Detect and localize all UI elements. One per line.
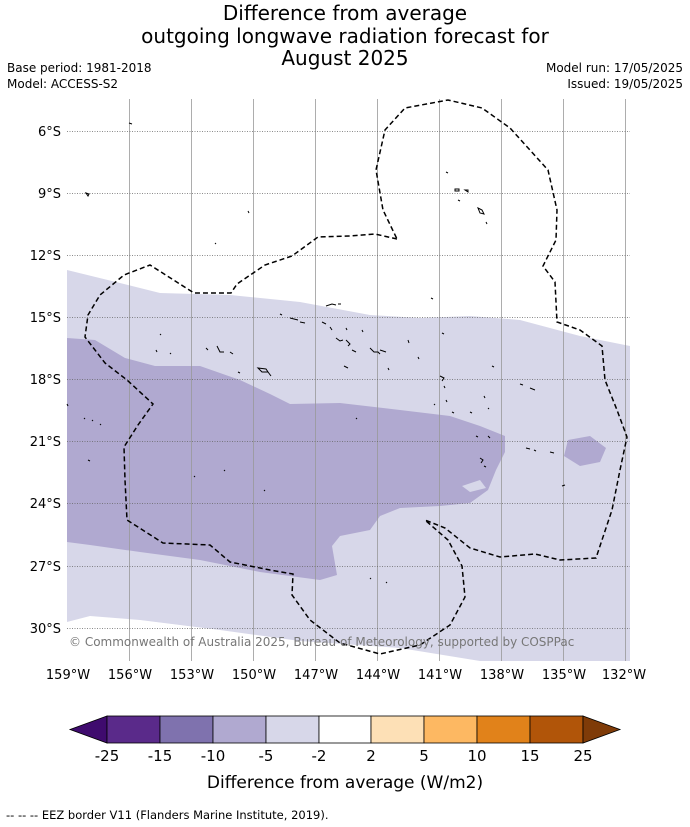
island bbox=[155, 333, 172, 355]
island bbox=[355, 417, 388, 584]
eez-border-main bbox=[84, 99, 628, 655]
colorbar-segment bbox=[159, 715, 214, 744]
colorbar-segment bbox=[476, 715, 531, 744]
island bbox=[214, 242, 217, 245]
colorbar-tick: -5 bbox=[259, 747, 274, 765]
anomaly-notch bbox=[462, 480, 486, 492]
island bbox=[433, 395, 490, 414]
lon-label: 132°W bbox=[602, 668, 646, 683]
island bbox=[83, 417, 102, 426]
colorbar-extend-low bbox=[68, 715, 108, 744]
islands bbox=[66, 122, 566, 584]
island bbox=[325, 303, 341, 307]
island bbox=[463, 189, 469, 193]
lon-label: 159°W bbox=[46, 668, 90, 683]
meta-left: Base period: 1981-2018 Model: ACCESS-S2 bbox=[7, 60, 152, 92]
model-run: Model run: 17/05/2025 bbox=[545, 61, 683, 75]
lat-label: 30°S bbox=[30, 622, 61, 637]
lat-label: 24°S bbox=[30, 497, 61, 512]
lat-label: 27°S bbox=[30, 560, 61, 575]
island bbox=[561, 484, 566, 487]
island bbox=[477, 206, 485, 215]
colorbar-label: Difference from average (W/m2) bbox=[207, 773, 483, 793]
title-line-3: August 2025 bbox=[281, 46, 409, 70]
colorbar-segment bbox=[423, 715, 478, 744]
island bbox=[351, 329, 364, 353]
island bbox=[369, 347, 387, 355]
island bbox=[237, 365, 390, 374]
island bbox=[479, 457, 487, 468]
island bbox=[525, 447, 555, 454]
lat-label: 15°S bbox=[30, 311, 61, 326]
lon-labels: 159°W 156°W 153°W 150°W 147°W 144°W 141°… bbox=[46, 668, 646, 683]
colorbar-tick: -10 bbox=[201, 747, 226, 765]
island bbox=[485, 221, 488, 225]
title-line-1: Difference from average bbox=[222, 1, 468, 25]
colorbar-extend-high bbox=[582, 715, 622, 744]
island bbox=[430, 297, 434, 300]
lat-label: 6°S bbox=[38, 125, 61, 140]
island bbox=[439, 375, 446, 389]
colorbar bbox=[68, 715, 622, 744]
colorbar-tick: 5 bbox=[419, 747, 429, 765]
colorbar-ticks: -25 -15 -10 -5 -2 2 5 10 15 25 bbox=[95, 747, 593, 765]
colorbar-tick: 25 bbox=[573, 747, 592, 765]
island bbox=[128, 122, 133, 125]
lat-label: 9°S bbox=[38, 187, 61, 202]
copyright-notice: © Commonwealth of Australia 2025, Bureau… bbox=[69, 635, 574, 649]
eez-borders bbox=[84, 99, 628, 655]
issued-date: Issued: 19/05/2025 bbox=[567, 77, 683, 91]
colorbar-segment bbox=[318, 715, 372, 744]
lon-label: 147°W bbox=[294, 668, 338, 683]
anomaly-region-medium bbox=[67, 338, 505, 580]
lon-label: 144°W bbox=[356, 668, 400, 683]
lat-labels: 6°S 9°S 12°S 15°S 18°S 21°S 24°S 27°S 30… bbox=[30, 125, 61, 637]
lat-label: 21°S bbox=[30, 435, 61, 450]
colorbar-tick: -2 bbox=[312, 747, 327, 765]
colorbar-segment bbox=[370, 715, 425, 744]
colorbar-segment bbox=[212, 715, 267, 744]
lon-label: 138°W bbox=[480, 668, 524, 683]
island bbox=[335, 337, 351, 347]
island bbox=[279, 313, 306, 324]
colorbar-tick: 10 bbox=[467, 747, 486, 765]
island bbox=[321, 321, 348, 331]
lat-label: 12°S bbox=[30, 249, 61, 264]
colorbar-tick: 2 bbox=[366, 747, 376, 765]
lon-label: 153°W bbox=[170, 668, 214, 683]
island bbox=[205, 345, 234, 355]
lat-label: 18°S bbox=[30, 373, 61, 388]
colorbar-segment bbox=[265, 715, 320, 744]
island bbox=[407, 332, 445, 360]
model-name: Model: ACCESS-S2 bbox=[7, 77, 119, 91]
island bbox=[84, 192, 90, 197]
colorbar-segment bbox=[106, 715, 161, 744]
colorbar-tick: -25 bbox=[95, 747, 120, 765]
island bbox=[247, 210, 250, 214]
island bbox=[256, 367, 272, 377]
base-period: Base period: 1981-2018 bbox=[7, 61, 152, 75]
anomaly-fields bbox=[67, 270, 630, 661]
lon-label: 150°W bbox=[232, 668, 276, 683]
island bbox=[457, 199, 461, 202]
colorbar-tick: 15 bbox=[520, 747, 539, 765]
island bbox=[445, 171, 449, 174]
map-title: Difference from average outgoing longwav… bbox=[0, 2, 690, 70]
lon-label: 156°W bbox=[108, 668, 152, 683]
island bbox=[454, 188, 460, 192]
island bbox=[491, 365, 536, 391]
lon-label: 141°W bbox=[418, 668, 462, 683]
title-line-2: outgoing longwave radiation forecast for bbox=[141, 23, 549, 48]
island bbox=[66, 403, 266, 492]
lon-label: 135°W bbox=[542, 668, 586, 683]
anomaly-blob-east bbox=[564, 436, 606, 466]
eez-legend: -- -- -- EEZ border V11 (Flanders Marine… bbox=[6, 808, 329, 822]
island bbox=[469, 411, 491, 439]
meta-right: Model run: 17/05/2025 Issued: 19/05/2025 bbox=[546, 60, 683, 92]
colorbar-tick: -15 bbox=[148, 747, 173, 765]
colorbar-segment bbox=[529, 715, 584, 744]
